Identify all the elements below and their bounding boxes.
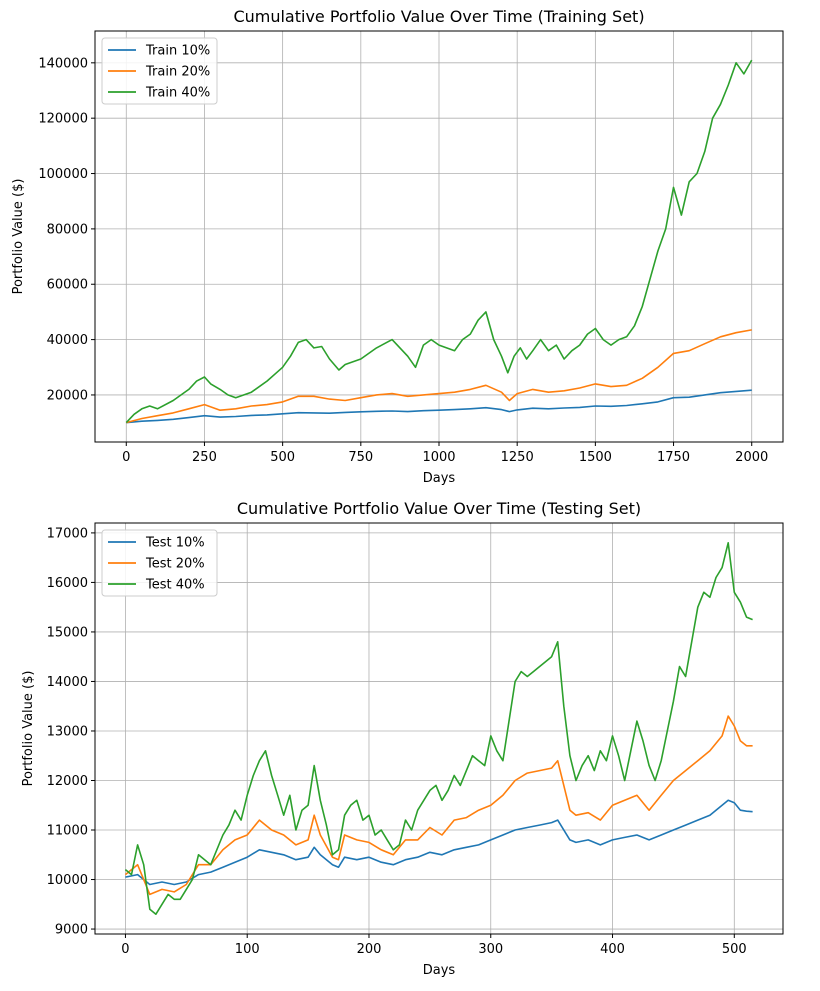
y-axis-label: Portfolio Value ($): [21, 671, 36, 787]
y-tick-label: 100000: [38, 167, 88, 182]
y-tick-label: 13000: [47, 724, 88, 739]
x-tick-label: 500: [270, 450, 295, 465]
legend-label-2: Test 20%: [145, 557, 205, 572]
x-tick-label: 1000: [422, 450, 455, 465]
legend: Test 10% Test 20% Test 40%: [101, 529, 218, 597]
legend-box: [101, 529, 218, 597]
legend-label-3: Train 40%: [145, 86, 210, 101]
series-group: [124, 542, 753, 915]
legend-label-1: Test 10%: [145, 536, 205, 551]
x-axis-label: Days: [423, 471, 456, 486]
legend-box: [101, 37, 218, 105]
series-line-1: [125, 799, 753, 886]
legend-label-3: Test 40%: [145, 578, 205, 593]
x-tick-label: 250: [192, 450, 217, 465]
series-line-1: [126, 389, 752, 424]
x-tick-label: 750: [348, 450, 373, 465]
series-line-2: [124, 715, 753, 896]
y-tick-label: 17000: [47, 526, 88, 541]
x-tick-label: 1250: [501, 450, 534, 465]
y-tick-label: 9000: [55, 923, 88, 938]
series-line-2: [126, 329, 752, 424]
y-tick-label: 40000: [47, 333, 88, 348]
y-tick-label: 20000: [47, 388, 88, 403]
series-line-3: [125, 59, 753, 424]
y-tick-label: 12000: [47, 774, 88, 789]
y-tick-label: 16000: [47, 576, 88, 591]
y-tick-label: 14000: [47, 675, 88, 690]
y-axis-label: Portfolio Value ($): [11, 179, 26, 295]
x-tick-label: 300: [478, 942, 503, 957]
x-tick-label: 1750: [657, 450, 690, 465]
legend: Train 10% Train 20% Train 40%: [101, 37, 218, 105]
chart-2: 0 100 200 300 400 500 9000 10000 11000 12000 13000…: [21, 499, 784, 978]
y-tick-label: 140000: [38, 56, 88, 71]
series-line-3: [124, 542, 753, 915]
y-tick-label: 120000: [38, 112, 88, 127]
legend-label-2: Train 20%: [145, 65, 210, 80]
x-tick-label: 500: [722, 942, 747, 957]
axes-frame: [94, 522, 784, 935]
x-tick-label: 1500: [579, 450, 612, 465]
x-tick-label: 100: [235, 942, 260, 957]
y-tick-label: 10000: [47, 873, 88, 888]
chart-title: Cumulative Portfolio Value Over Time (Tr…: [233, 7, 644, 26]
x-tick-label: 2000: [735, 450, 768, 465]
chart-1: 0 250 500 750 1000 1250 1500 1750 2000 20000 40000…: [11, 7, 784, 486]
x-axis-label: Days: [423, 963, 456, 978]
y-tick-label: 15000: [47, 625, 88, 640]
legend-label-1: Train 10%: [145, 44, 210, 59]
x-tick-label: 0: [121, 942, 129, 957]
y-tick-label: 11000: [47, 824, 88, 839]
y-tick-label: 60000: [47, 278, 88, 293]
x-tick-label: 400: [600, 942, 625, 957]
y-tick-label: 80000: [47, 222, 88, 237]
chart-title: Cumulative Portfolio Value Over Time (Te…: [237, 499, 641, 518]
series-group: [125, 59, 753, 424]
x-tick-label: 0: [122, 450, 130, 465]
x-tick-label: 200: [357, 942, 382, 957]
